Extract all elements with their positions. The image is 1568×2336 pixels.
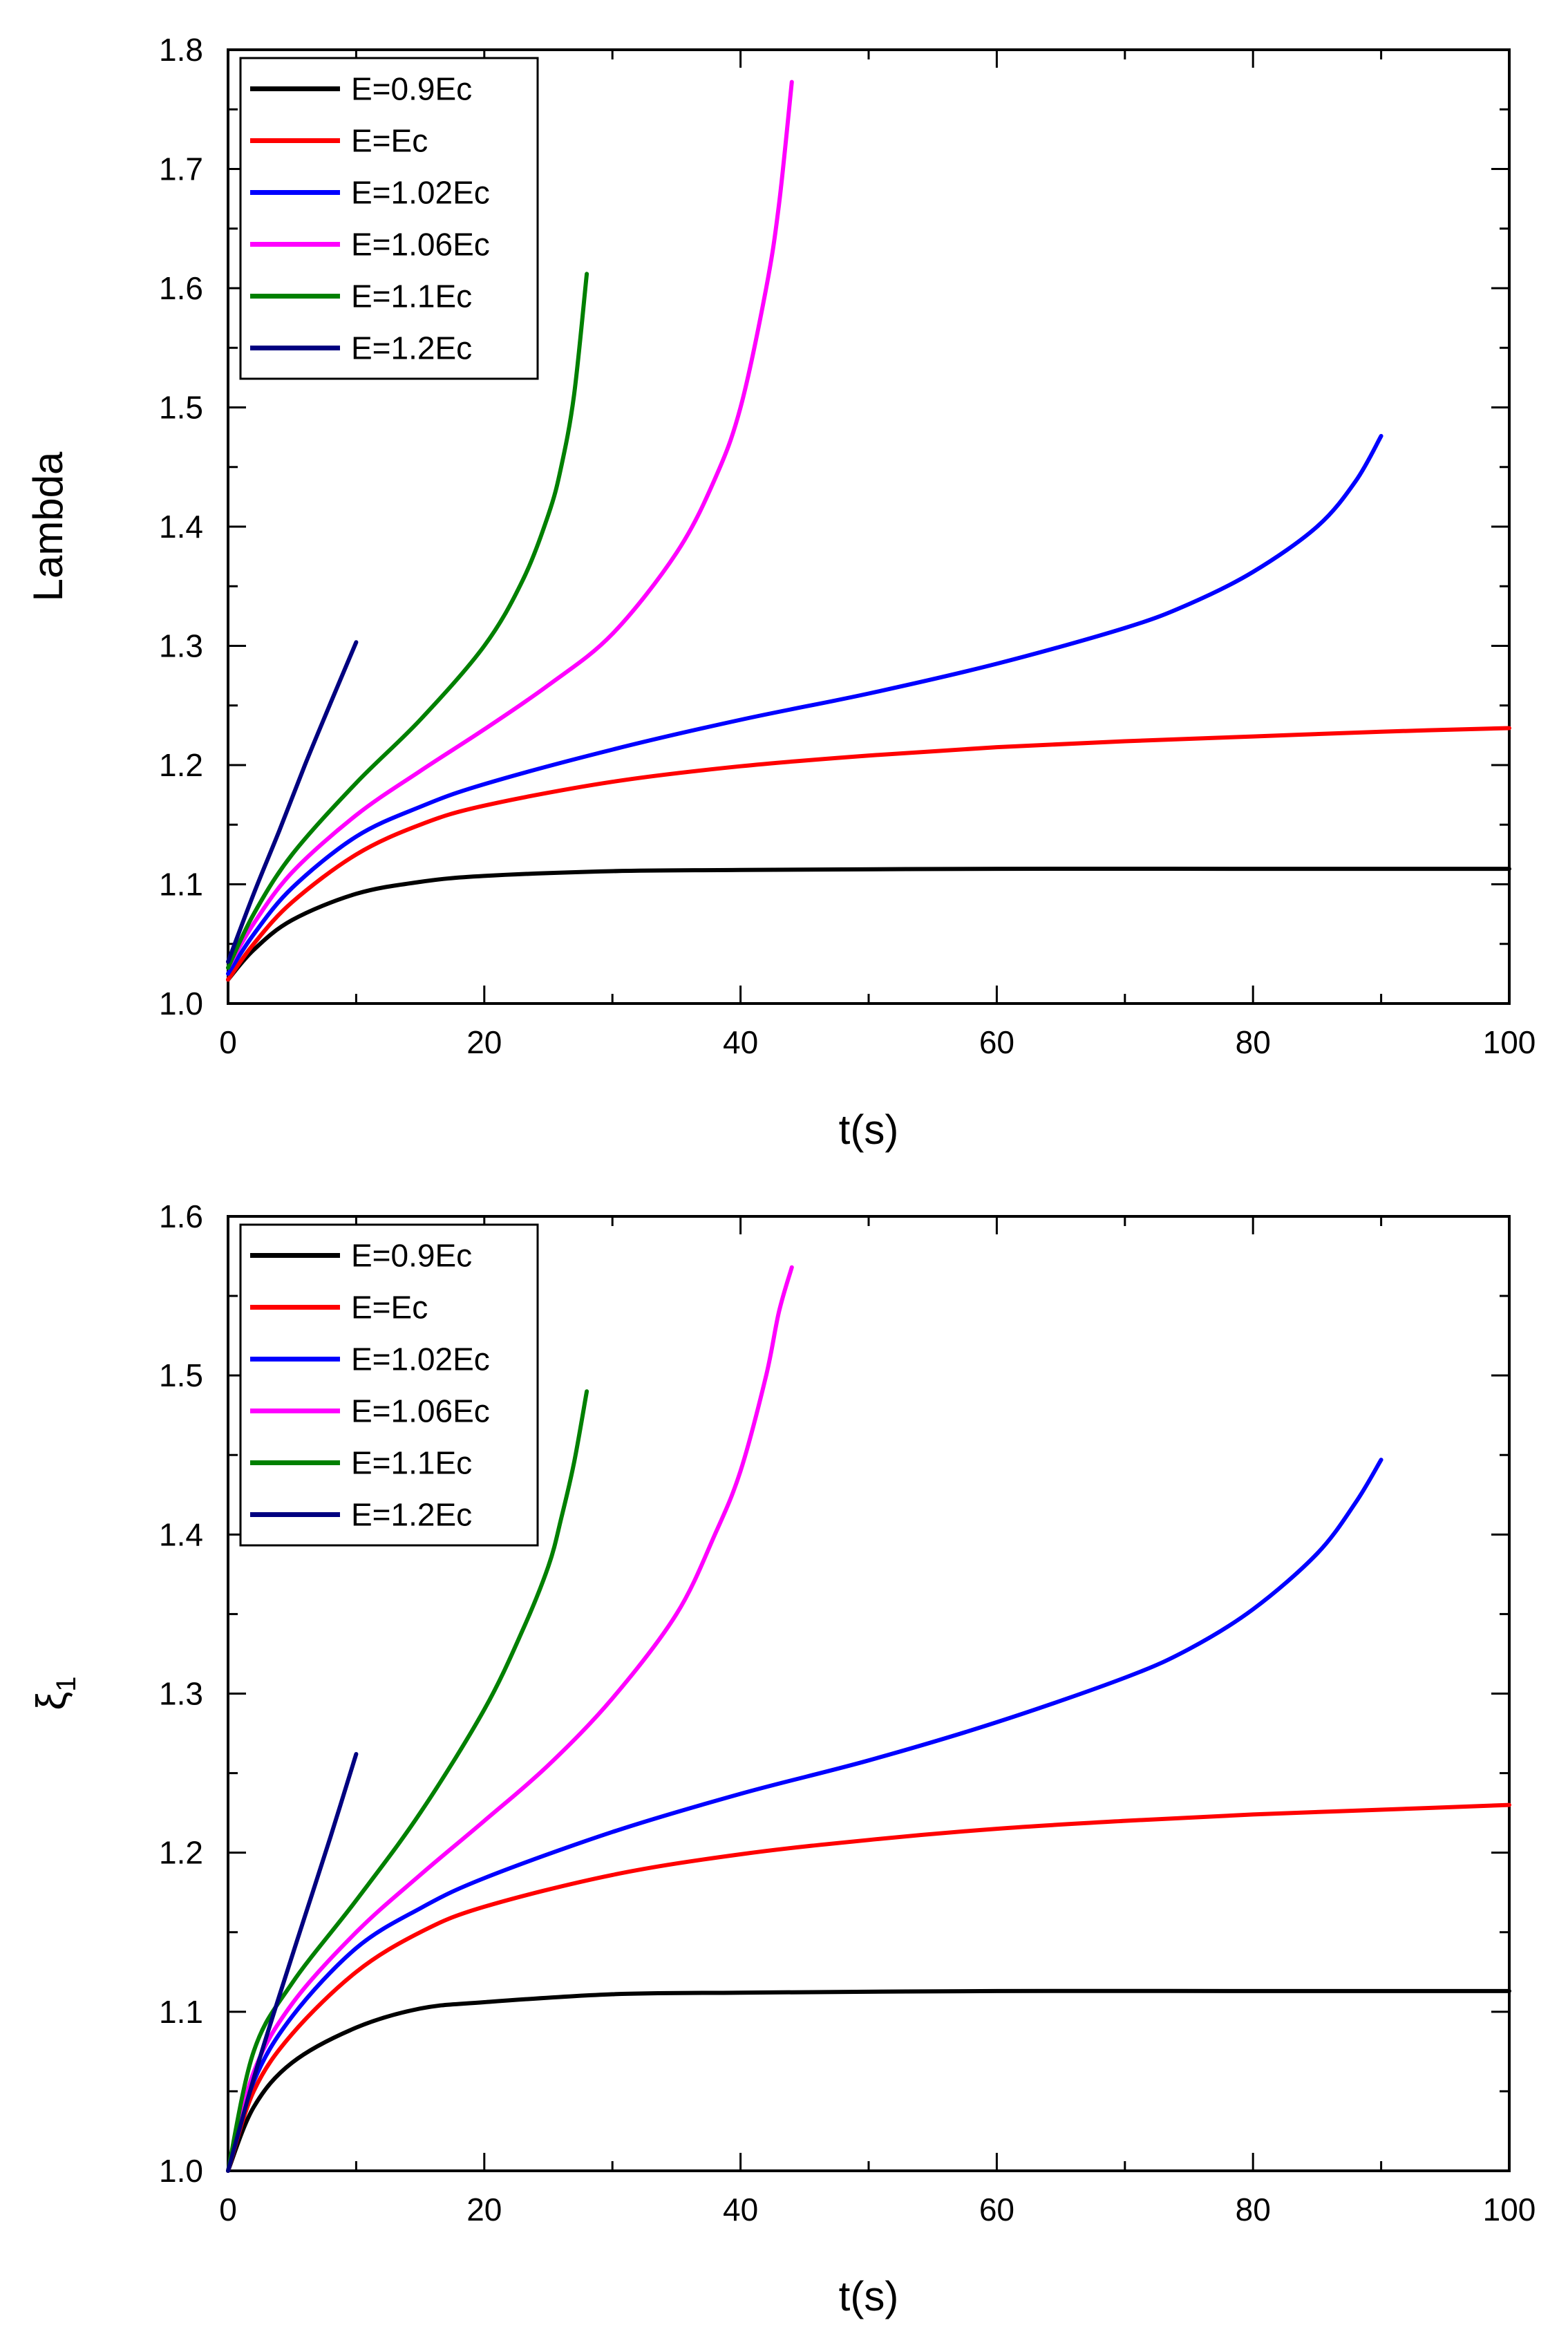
lambda-series-line-e-0-9ec: [226, 866, 1511, 982]
lambda-legend-label: E=0.9Ec: [351, 71, 472, 107]
lambda-y-tick-label: 1.5: [159, 390, 203, 426]
xi1-legend-label: E=0.9Ec: [351, 1238, 472, 1274]
xi1-y-tick-label: 1.0: [159, 2153, 203, 2189]
xi1-y-tick-label: 1.5: [159, 1357, 203, 1393]
xi1-legend-label: E=1.2Ec: [351, 1497, 472, 1533]
lambda-y-tick-label: 1.6: [159, 270, 203, 306]
xi1-legend-label: E=Ec: [351, 1290, 428, 1326]
xi1-x-tick-label: 80: [1236, 2192, 1271, 2227]
xi1-series-line-e-ec: [226, 1802, 1511, 2173]
lambda-legend-label: E=Ec: [351, 123, 428, 159]
xi1-legend-box: [239, 1223, 539, 1547]
xi1-y-tick-label: 1.2: [159, 1835, 203, 1871]
lambda-legend-label: E=1.2Ec: [351, 330, 472, 366]
xi1-x-tick-label: 60: [979, 2192, 1014, 2227]
xi1-y-tick-label: 1.6: [159, 1198, 203, 1234]
lambda-x-tick-label: 0: [219, 1024, 237, 1060]
xi1-series-line-e-1-06ec: [226, 1265, 794, 2173]
lambda-x-tick-label: 40: [723, 1024, 758, 1060]
lambda-x-axis-title: t(s): [839, 1106, 899, 1153]
xi1-x-tick-label: 20: [466, 2192, 502, 2227]
lambda-y-tick-label: 1.3: [159, 628, 203, 664]
lambda-y-tick-label: 1.7: [159, 151, 203, 187]
lambda-chart: 0 20 40 60 80 100 1.0 1.1 1.2 1.3 1.4 1.5 1.6 1.7 1.8 t…: [25, 32, 1536, 1153]
xi1-y-axis-symbol: ξ: [28, 1692, 75, 1711]
lambda-series-line-e-1-2ec: [226, 640, 359, 964]
xi1-y-tick-label: 1.3: [159, 1676, 203, 1712]
lambda-x-tick-label: 100: [1483, 1024, 1536, 1060]
xi1-legend-label: E=1.02Ec: [351, 1341, 490, 1377]
lambda-x-tick-label: 60: [979, 1024, 1014, 1060]
lambda-series-line-e-1-02ec: [226, 433, 1383, 976]
xi1-series-line-e-1-2ec: [226, 1752, 359, 2173]
xi1-series-line-e-1-02ec: [226, 1458, 1383, 2173]
xi1-y-tick-label: 1.1: [159, 1994, 203, 2030]
xi1-series-line-e-1-1ec: [226, 1389, 589, 2173]
lambda-x-tick-label: 20: [466, 1024, 502, 1060]
xi1-legend-label: E=1.1Ec: [351, 1445, 472, 1481]
lambda-y-tick-label: 1.0: [159, 986, 203, 1021]
lambda-legend-label: E=1.06Ec: [351, 227, 490, 263]
xi1-y-tick-label: 1.4: [159, 1516, 203, 1552]
xi1-x-axis-title: t(s): [839, 2273, 899, 2319]
lambda-series-line-e-1-1ec: [226, 272, 589, 970]
xi1-series-line-e-0-9ec: [226, 1988, 1511, 2173]
xi1-y-axis-subscript: 1: [51, 1676, 82, 1691]
lambda-y-tick-label: 1.1: [159, 867, 203, 903]
xi1-x-tick-label: 40: [723, 2192, 758, 2227]
xi1-y-axis-title: ξ1: [28, 1676, 82, 1710]
xi1-x-tick-label: 100: [1483, 2192, 1536, 2227]
lambda-series-line-e-ec: [226, 726, 1511, 982]
lambda-series-line-e-1-06ec: [226, 79, 794, 970]
lambda-legend-box: [239, 57, 539, 380]
xi1-legend-label: E=1.06Ec: [351, 1393, 490, 1429]
lambda-x-tick-label: 80: [1236, 1024, 1271, 1060]
lambda-y-tick-label: 1.2: [159, 747, 203, 783]
xi1-chart: 0 20 40 60 80 100 1.0 1.1 1.2 1.3 1.4 1.5 1.6 t(s) ξ1 E…: [28, 1198, 1536, 2319]
xi1-x-tick-label: 0: [219, 2192, 237, 2227]
lambda-y-tick-label: 1.4: [159, 509, 203, 545]
lambda-y-axis-title: Lambda: [25, 451, 71, 601]
lambda-legend-label: E=1.1Ec: [351, 279, 472, 314]
lambda-y-tick-label: 1.8: [159, 32, 203, 68]
lambda-legend-label: E=1.02Ec: [351, 175, 490, 211]
